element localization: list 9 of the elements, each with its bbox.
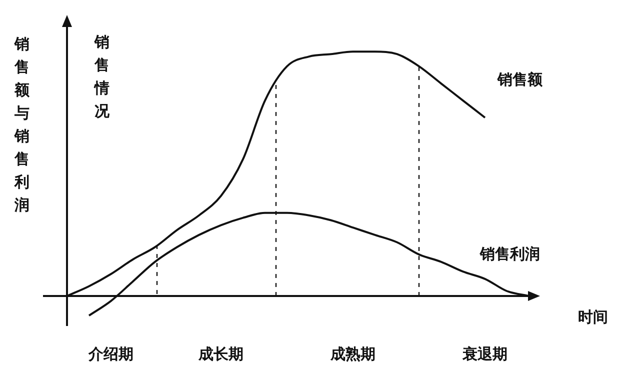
series-label: 销售利润 <box>479 244 540 263</box>
x-tick-label: 成长期 <box>198 344 244 363</box>
text: 销售额 <box>496 70 544 89</box>
x-tick-label: 介绍期 <box>88 344 134 363</box>
x-tick-label: 成熟期 <box>330 344 376 363</box>
x-tick-label: 衰退期 <box>462 344 508 363</box>
y-axis-title: 销售额与销售利润 <box>14 34 30 214</box>
annotation: 销售情况 <box>94 32 110 120</box>
x-axis-title: 时间 <box>578 308 608 326</box>
